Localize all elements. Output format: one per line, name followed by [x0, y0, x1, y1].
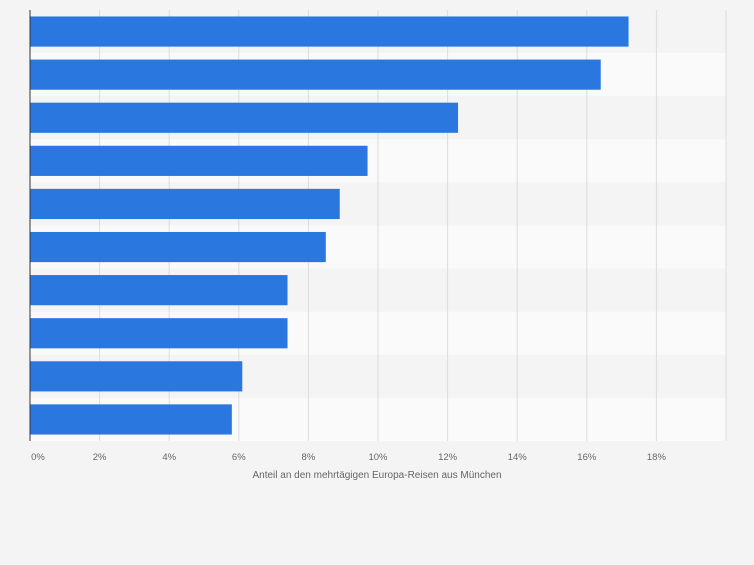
- bar: [30, 16, 629, 47]
- bar: [30, 231, 326, 263]
- x-tick-label: 14%: [508, 452, 528, 463]
- bars: [30, 16, 629, 435]
- x-tick-labels: 0% 2% 4% 6% 8% 10% 12% 14% 16% 18%: [31, 452, 666, 463]
- bar: [30, 145, 368, 176]
- x-axis-label: Anteil an den mehrtägigen Europa-Reisen …: [252, 470, 501, 481]
- x-tick-label: 8%: [302, 452, 316, 463]
- x-tick-label: 6%: [232, 452, 246, 463]
- bar: [30, 404, 232, 435]
- bar: [30, 188, 340, 220]
- x-tick-label: 16%: [577, 452, 597, 463]
- x-tick-label: 2%: [93, 452, 107, 463]
- x-tick-label: 0%: [31, 452, 45, 463]
- bar: [30, 275, 288, 306]
- bar: [30, 59, 601, 90]
- bar: [30, 361, 243, 392]
- x-tick-label: 4%: [162, 452, 176, 463]
- x-tick-label: 12%: [438, 452, 458, 463]
- bar: [30, 318, 288, 349]
- bar: [30, 102, 459, 133]
- x-tick-label: 10%: [368, 452, 388, 463]
- x-tick-label: 18%: [647, 452, 667, 463]
